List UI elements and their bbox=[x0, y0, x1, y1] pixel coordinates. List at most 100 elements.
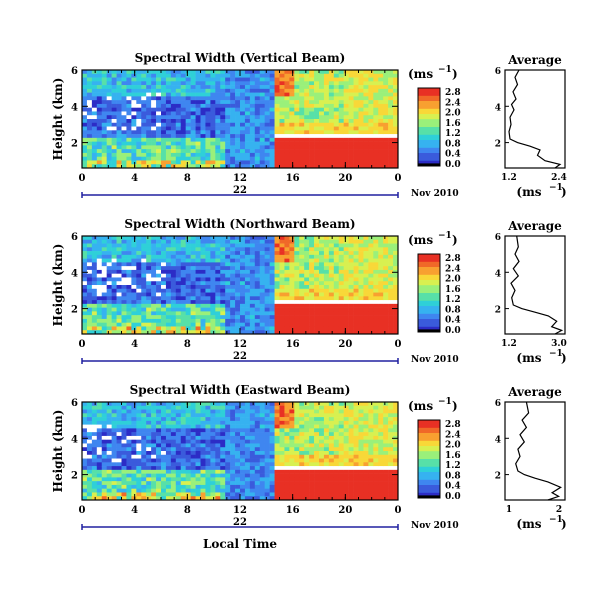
heatmap-cell bbox=[156, 322, 162, 327]
heatmap-cell bbox=[170, 296, 177, 301]
heatmap-cell bbox=[279, 496, 285, 501]
heatmap-cell bbox=[175, 100, 182, 105]
heatmap-cell bbox=[131, 454, 137, 459]
heatmap-cell bbox=[180, 469, 186, 474]
heatmap-cell bbox=[363, 70, 369, 75]
heatmap-cell bbox=[146, 85, 152, 90]
heatmap-cell bbox=[264, 100, 270, 105]
heatmap-cell bbox=[323, 145, 330, 150]
heatmap-cell bbox=[106, 292, 112, 297]
heatmap-cell bbox=[215, 266, 221, 271]
heatmap-cell bbox=[328, 424, 335, 429]
heatmap-cell bbox=[165, 311, 172, 316]
heatmap-cell bbox=[378, 236, 384, 241]
heatmap-cell bbox=[333, 269, 340, 274]
heatmap-cell bbox=[141, 243, 147, 248]
heatmap-cell bbox=[309, 96, 315, 101]
heatmap-cell bbox=[383, 137, 389, 142]
heatmap-cell bbox=[279, 315, 285, 320]
heatmap-cell bbox=[235, 130, 241, 135]
heatmap-cell bbox=[180, 330, 186, 335]
heatmap-cell bbox=[146, 285, 152, 290]
heatmap-cell bbox=[304, 88, 310, 93]
heatmap-cell bbox=[111, 243, 117, 248]
heatmap-cell bbox=[309, 149, 315, 154]
heatmap-cell bbox=[116, 409, 122, 414]
heatmap-cell bbox=[323, 285, 330, 290]
heatmap-cell bbox=[338, 251, 344, 256]
heatmap-cell bbox=[264, 77, 270, 82]
heatmap-cell bbox=[304, 466, 310, 471]
heatmap-cell bbox=[175, 402, 182, 407]
heatmap-cell bbox=[161, 454, 167, 459]
heatmap-cell bbox=[175, 435, 182, 440]
heatmap-cell bbox=[333, 73, 340, 78]
heatmap-cell bbox=[323, 258, 330, 263]
heatmap-cell bbox=[131, 292, 137, 297]
heatmap-cell bbox=[304, 107, 310, 112]
heatmap-cell bbox=[373, 115, 379, 120]
heatmap-cell bbox=[82, 413, 88, 418]
heatmap-cell bbox=[299, 443, 305, 448]
heatmap-cell bbox=[190, 285, 196, 290]
heatmap-cell bbox=[96, 88, 103, 93]
heatmap-cell bbox=[190, 164, 196, 169]
heatmap-cell bbox=[279, 258, 285, 263]
heatmap-cell bbox=[314, 88, 320, 93]
heatmap-cell bbox=[240, 258, 246, 263]
heatmap-cell bbox=[328, 484, 335, 489]
heatmap-cell bbox=[348, 322, 354, 327]
heatmap-cell bbox=[235, 447, 241, 452]
heatmap-cell bbox=[373, 277, 379, 282]
heatmap-cell bbox=[328, 266, 335, 271]
heatmap-cell bbox=[205, 92, 211, 97]
heatmap-cell bbox=[185, 285, 191, 290]
heatmap-cell bbox=[205, 134, 211, 139]
heatmap-cell bbox=[220, 481, 226, 486]
heatmap-cell bbox=[279, 307, 285, 312]
heatmap-cell bbox=[165, 454, 172, 459]
heatmap-cell bbox=[304, 492, 310, 497]
heatmap-cell bbox=[146, 409, 152, 414]
heatmap-cell bbox=[323, 73, 330, 78]
heatmap-cell bbox=[156, 326, 162, 331]
heatmap-cell bbox=[126, 488, 132, 493]
heatmap-cell bbox=[205, 296, 211, 301]
heatmap-cell bbox=[323, 413, 330, 418]
heatmap-cell bbox=[328, 296, 335, 301]
heatmap-cell bbox=[170, 81, 177, 86]
heatmap-cell bbox=[368, 145, 374, 150]
heatmap-cell bbox=[254, 285, 261, 290]
heatmap-cell bbox=[244, 488, 251, 493]
heatmap-cell bbox=[156, 111, 162, 116]
heatmap-cell bbox=[200, 254, 206, 259]
heatmap-cell bbox=[244, 236, 251, 241]
heatmap-cell bbox=[269, 96, 275, 101]
heatmap-cell bbox=[131, 492, 137, 497]
heatmap-cell bbox=[175, 322, 182, 327]
heatmap-cell bbox=[264, 315, 270, 320]
heatmap-cell bbox=[225, 77, 231, 82]
heatmap-cell bbox=[156, 285, 162, 290]
heatmap-cell bbox=[215, 73, 221, 78]
heatmap-cell bbox=[161, 156, 167, 161]
heatmap-cell bbox=[338, 451, 344, 456]
heatmap-cell bbox=[259, 277, 265, 282]
heatmap-cell bbox=[175, 239, 182, 244]
heatmap-cell bbox=[151, 100, 157, 105]
heatmap-cell bbox=[82, 149, 88, 154]
heatmap-cell bbox=[274, 330, 280, 335]
heatmap-cell bbox=[274, 130, 280, 135]
heatmap-cell bbox=[294, 277, 300, 282]
heatmap-cell bbox=[264, 111, 270, 116]
heatmap-cell bbox=[240, 484, 246, 489]
heatmap-cell bbox=[343, 96, 349, 101]
heatmap-cell bbox=[333, 307, 340, 312]
heatmap-cell bbox=[363, 137, 369, 142]
heatmap-cell bbox=[289, 318, 295, 323]
heatmap-cell bbox=[328, 402, 335, 407]
heatmap-cell bbox=[230, 432, 236, 437]
heatmap-cell bbox=[309, 288, 315, 293]
heatmap-cell bbox=[136, 164, 142, 169]
colorbar-swatch bbox=[418, 274, 440, 278]
